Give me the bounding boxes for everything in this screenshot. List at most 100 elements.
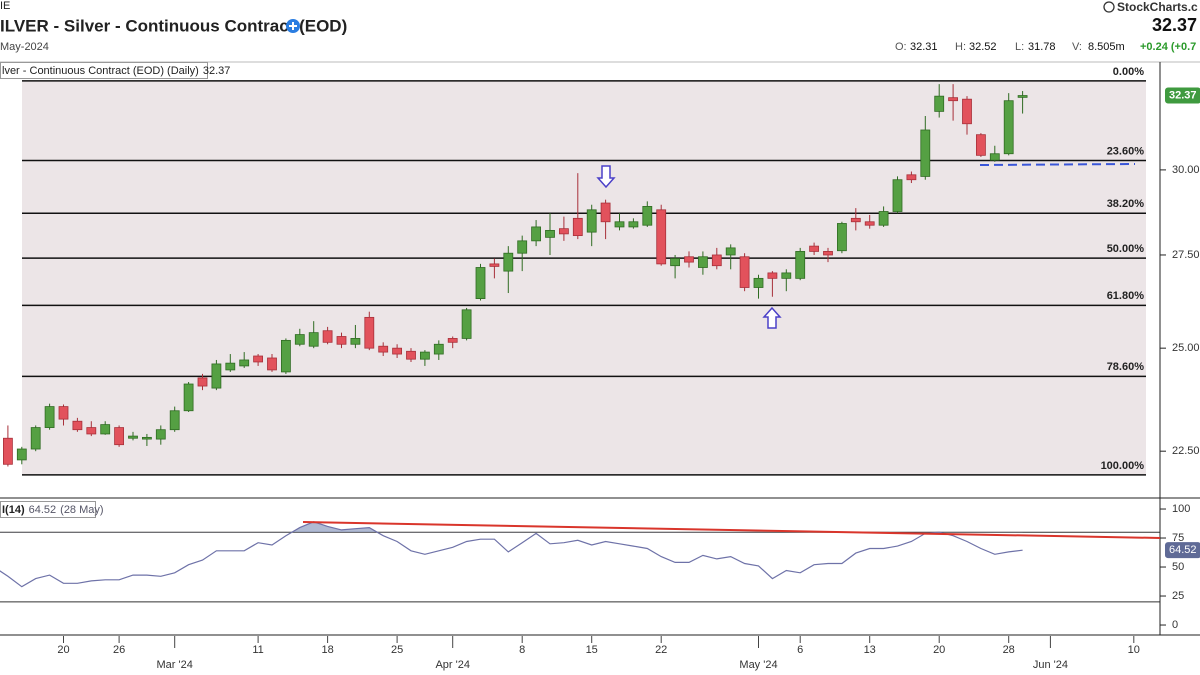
rsi-legend: I(14) 64.52 (28 May) (2, 504, 104, 516)
legend-box (0, 62, 208, 79)
fib-zone (22, 80, 1146, 475)
rsi-value: 64.52 (29, 504, 57, 516)
overbought-fill (0, 521, 1023, 533)
candle-body (739, 256, 750, 288)
price-tag (1165, 87, 1200, 104)
candle-body (864, 221, 875, 226)
rsi-label: I(14) (2, 504, 25, 516)
candle-body (447, 338, 458, 343)
fib-label: 0.00% (1113, 66, 1144, 78)
x-tick-label: Jun '24 (1033, 659, 1068, 671)
candle-body (586, 209, 597, 233)
candle-body (809, 245, 819, 252)
rsi-date: (28 May) (60, 504, 103, 516)
candle-body (642, 206, 653, 226)
y-tick-label: 50 (1172, 561, 1184, 573)
open-value: 32.31 (910, 41, 938, 53)
change: +0.24 (+0.7 (1140, 41, 1196, 53)
candle-body (406, 350, 416, 360)
candle-body (294, 334, 305, 345)
candle-body (878, 211, 889, 226)
candle-body (600, 202, 611, 223)
candle-body (239, 359, 250, 367)
down-arrow (596, 165, 616, 189)
x-tick-label: 25 (391, 644, 403, 656)
candle-body (183, 383, 194, 412)
rsi-line (0, 521, 1023, 588)
legend-value: 32.37 (203, 65, 231, 77)
candle-body (322, 330, 333, 343)
candle-body (392, 347, 403, 355)
candle-body (753, 277, 764, 288)
candle-body (100, 424, 111, 435)
candle-body (1003, 100, 1014, 155)
candle-body (128, 435, 138, 439)
candle-body (559, 228, 569, 235)
candle-body (461, 309, 472, 339)
candle-body (197, 377, 208, 387)
candle-body (976, 134, 986, 156)
x-tick-label: 10 (1128, 644, 1140, 656)
candle-body (475, 267, 486, 299)
x-tick-label: 20 (933, 644, 945, 656)
candle-body (948, 97, 958, 102)
candle-body (906, 174, 917, 181)
support-line (979, 163, 1136, 166)
candle-body (350, 338, 361, 345)
candle-body (1017, 95, 1028, 98)
candle-body (169, 410, 180, 431)
candle-body (419, 351, 430, 360)
candle-body (378, 345, 389, 353)
x-tick-label: 26 (113, 644, 125, 656)
candle-body (892, 179, 903, 212)
candle-body (795, 251, 806, 279)
candle-body (517, 240, 528, 254)
candle-body (614, 221, 625, 228)
x-tick-label: 15 (586, 644, 598, 656)
low-label: L: (1015, 41, 1024, 53)
candle-body (86, 427, 97, 435)
candle-body (58, 406, 69, 420)
fib-label: 50.00% (1107, 243, 1145, 255)
candle-body (155, 429, 166, 440)
low-value: 31.78 (1028, 41, 1056, 53)
candle-body (364, 316, 375, 349)
candle-body (16, 448, 27, 461)
x-tick-label: 11 (252, 644, 263, 656)
last-price: 32.37 (1152, 15, 1197, 35)
candle-body (280, 339, 291, 373)
candle-body (30, 427, 41, 450)
candle-body (211, 363, 222, 389)
candle-body (44, 406, 55, 428)
candle-body (114, 427, 124, 446)
fib-label: 100.00% (1101, 460, 1145, 472)
brand-icon (1103, 1, 1115, 13)
legend: lver - Continuous Contract (EOD) (Daily)… (2, 65, 230, 77)
legend-text: lver - Continuous Contract (EOD) (Daily) (2, 65, 199, 77)
x-tick-label: 8 (519, 644, 525, 656)
x-tick-label: 18 (321, 644, 333, 656)
background-layer: 0.00% 23.60% 38.20% 50.00% 61.80% 78.60% 100.0… (0, 66, 1160, 603)
trend-line (302, 521, 1161, 539)
candle-body (670, 258, 680, 267)
candle-body (503, 252, 514, 272)
x-tick-label: 6 (797, 644, 803, 656)
candle-body (850, 217, 861, 223)
candle-body (837, 223, 847, 252)
y-tick-label: 27.50 (1172, 249, 1200, 261)
high-value: 32.52 (969, 41, 997, 53)
fib-label: 23.60% (1107, 145, 1145, 157)
candle-body (934, 95, 945, 112)
x-tick-label: Mar '24 (157, 659, 193, 671)
y-tick-label: 75 (1172, 532, 1184, 544)
candle-body (72, 420, 83, 431)
fib-label: 61.80% (1107, 290, 1145, 302)
x-tick-label: 20 (57, 644, 69, 656)
candle-body (489, 263, 500, 267)
x-tick-label: 13 (864, 644, 876, 656)
y-tick-label: 0 (1172, 619, 1178, 631)
candle-body (962, 98, 972, 125)
add-icon-plus (289, 22, 297, 30)
